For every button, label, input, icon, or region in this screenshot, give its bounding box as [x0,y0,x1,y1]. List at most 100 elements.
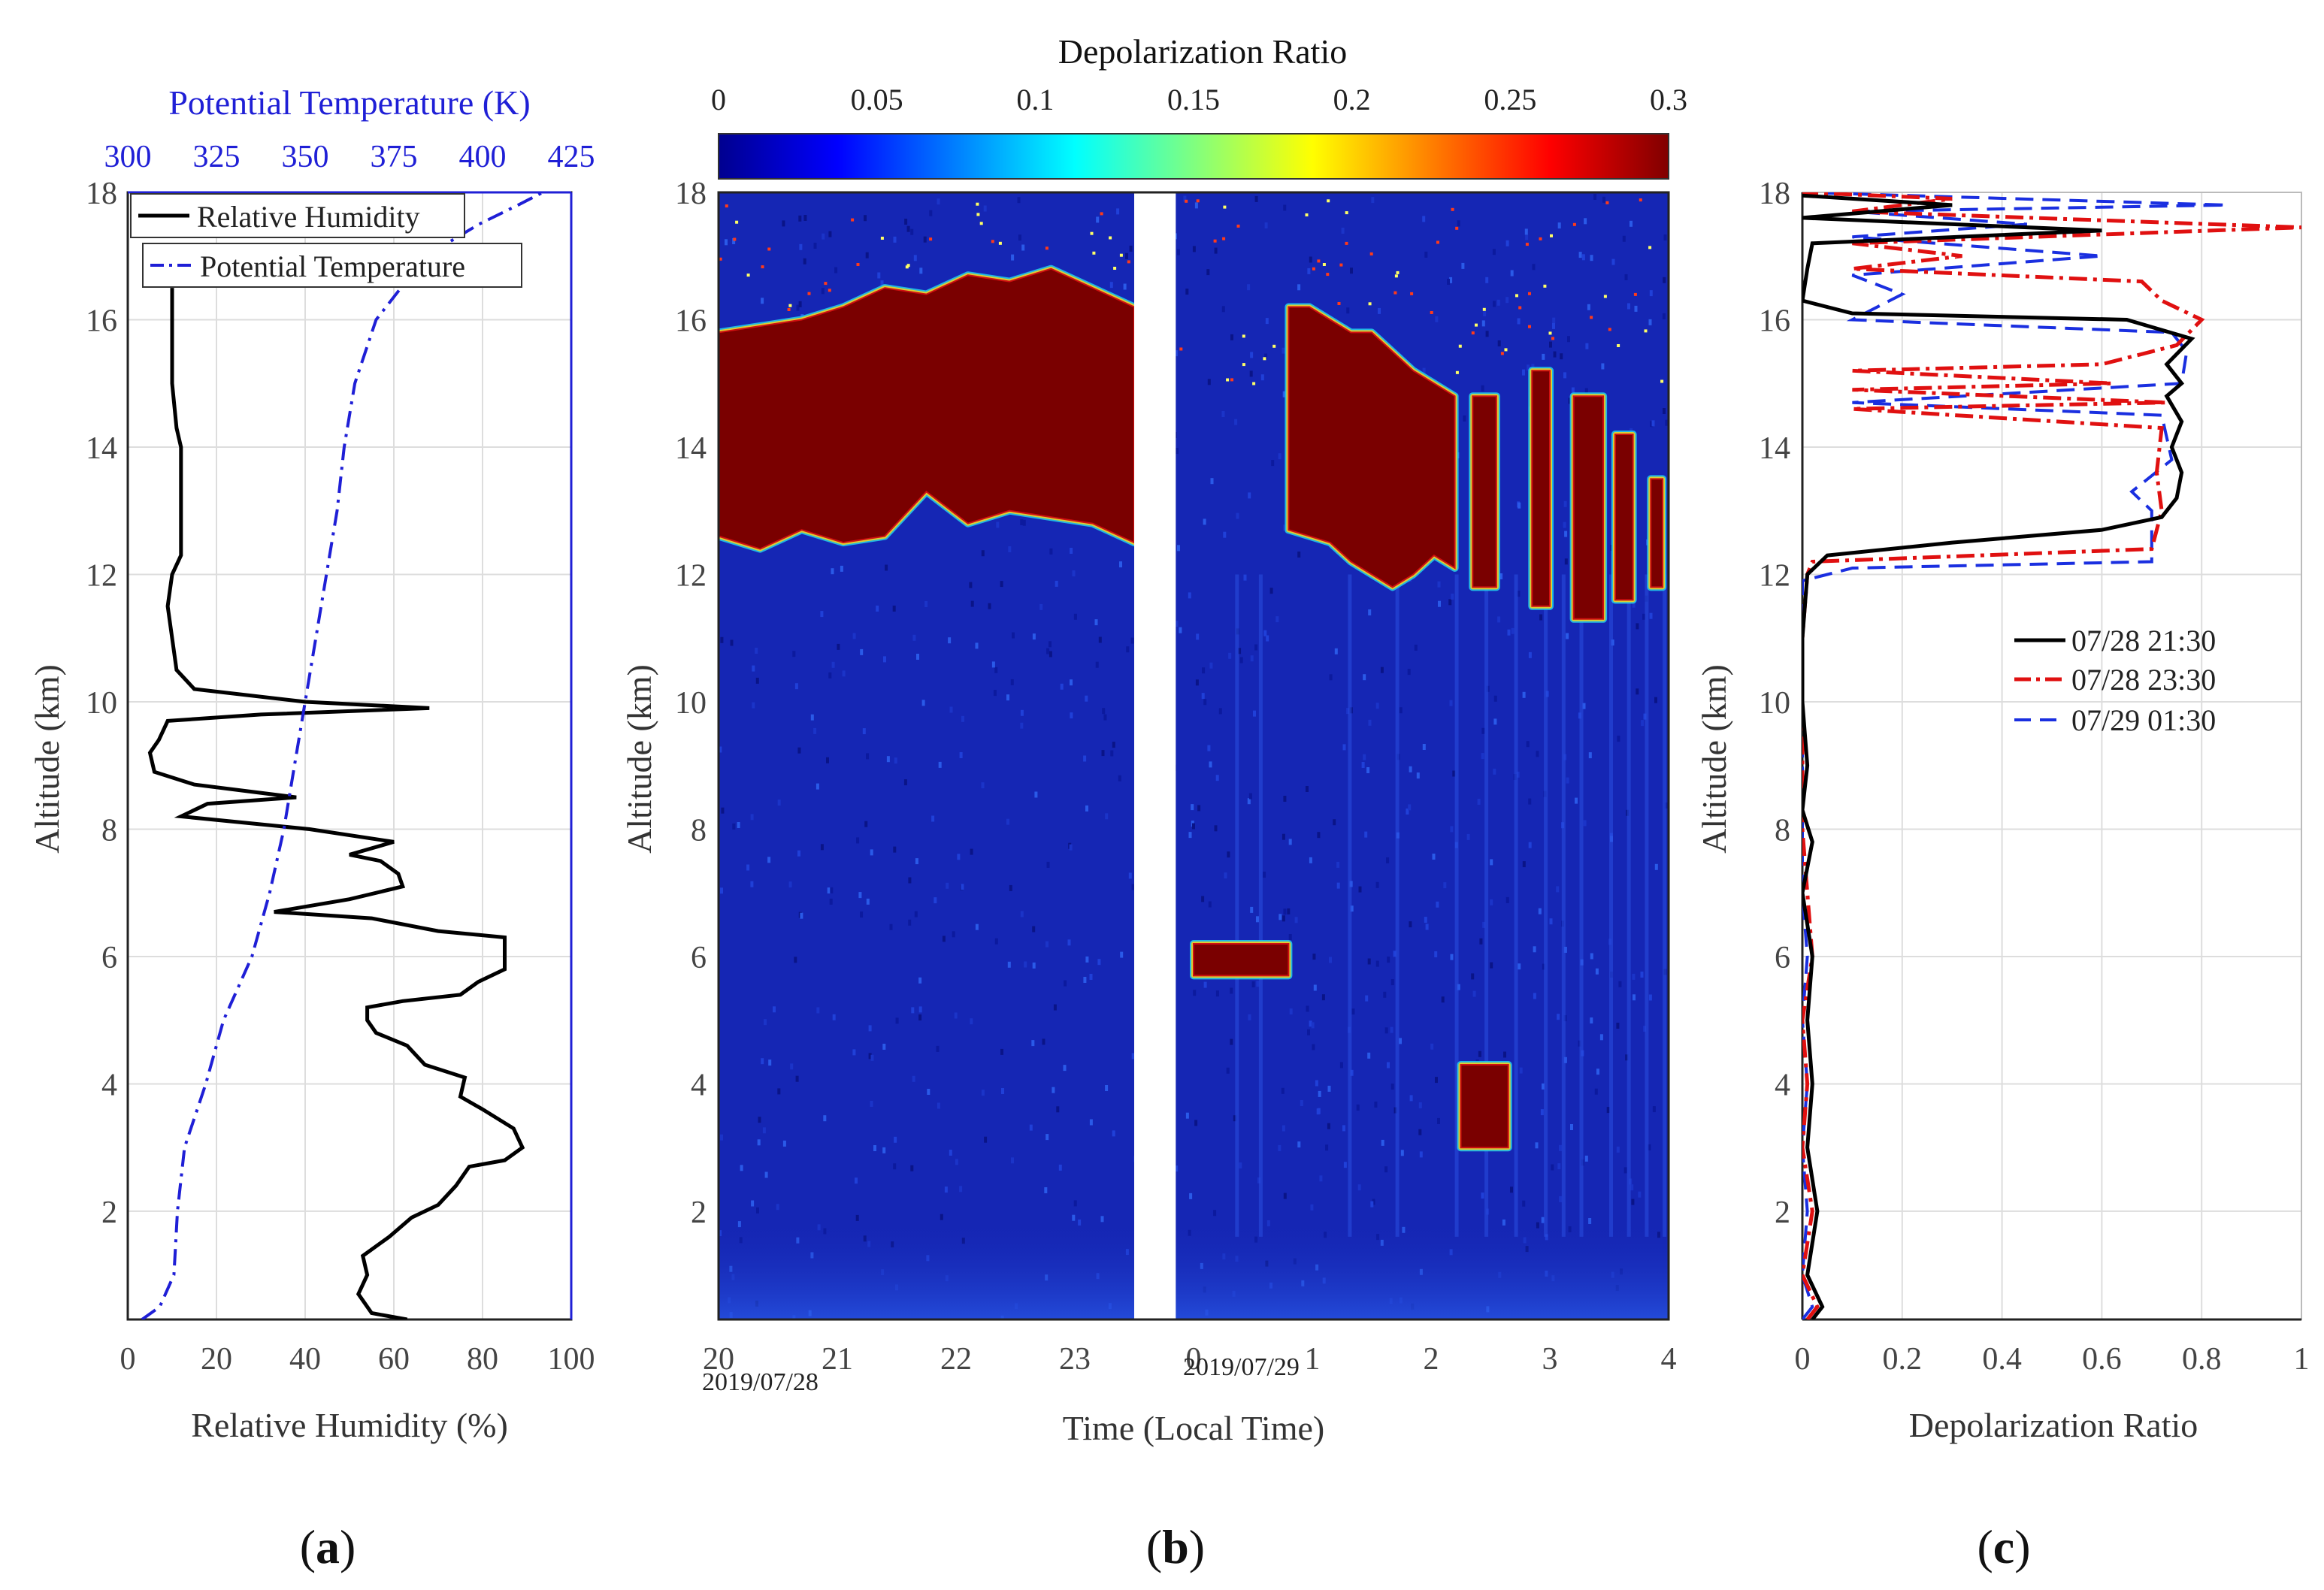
panel-b-y-ticks: 2 4 6 8 10 12 14 16 18 [675,177,707,1230]
y-tick-label: 2 [691,1196,707,1230]
noise-speck [737,822,740,828]
noise-speck [795,1075,799,1082]
noise-speck [782,1140,786,1147]
noise-speck [755,648,758,654]
noise-speck [1185,199,1188,203]
y-tick-label: 8 [101,813,117,848]
noise-speck [1018,234,1021,241]
noise-speck [1175,621,1179,627]
noise-speck [1073,613,1077,620]
panel-a-bottom-axis-title: Relative Humidity (%) [191,1406,508,1444]
noise-speck [921,700,925,706]
noise-speck [1575,797,1578,804]
noise-speck [1510,270,1514,277]
colorbar-tick-label: 0.05 [851,83,903,116]
noise-speck [1559,1144,1562,1151]
noise-speck [1209,761,1212,768]
noise-speck [1450,954,1454,960]
noise-speck [1416,772,1420,779]
noise-speck [834,267,838,274]
y-tick-label: 8 [691,813,707,848]
noise-speck [1192,823,1195,830]
x-tick-label: 20 [703,1342,734,1377]
noise-speck [1578,252,1582,258]
noise-speck [1390,1084,1394,1090]
noise-speck [828,231,832,237]
noise-speck [981,1090,985,1096]
noise-speck [1254,644,1258,651]
noise-speck [1511,627,1515,634]
noise-speck [852,1049,856,1056]
noise-speck [1483,310,1487,316]
noise-speck [1089,1119,1093,1126]
noise-speck [768,1059,772,1066]
noise-speck [1524,228,1528,235]
panel-a-top-ticks: 300 325 350 375 400 425 [104,140,595,174]
noise-speck [856,263,860,266]
noise-speck [860,648,864,655]
noise-speck [1090,231,1094,235]
noise-speck [821,288,825,295]
noise-speck [1640,972,1644,978]
noise-speck [1297,1141,1301,1148]
noise-speck [984,1136,988,1143]
noise-speck [1475,323,1478,327]
noise-speck [1633,292,1637,296]
noise-speck [1471,331,1475,335]
noise-speck [1563,500,1567,507]
noise-speck [1175,1165,1179,1172]
noise-speck [919,268,923,274]
noise-speck [1020,518,1024,525]
y-tick-label: 6 [1775,941,1790,975]
panel-b-y-axis-title: Altitude (km) [620,664,658,854]
noise-speck [905,265,909,269]
noise-speck [1096,216,1100,223]
noise-speck [893,846,897,853]
noise-speck [1309,1020,1312,1027]
noise-speck [873,1145,876,1151]
y-tick-label: 6 [691,941,707,975]
noise-speck [1507,629,1511,636]
y-tick-label: 16 [675,304,707,338]
noise-speck [1368,302,1372,306]
noise-speck [1317,259,1321,263]
noise-speck [1263,872,1266,878]
noise-speck [1596,1069,1599,1075]
noise-speck [1319,1175,1323,1182]
noise-speck [1207,745,1211,751]
noise-speck [1083,755,1087,762]
noise-speck [840,565,843,572]
noise-speck [1490,859,1493,866]
noise-speck [860,911,864,918]
x-tick-label: 3 [1542,1342,1558,1377]
noise-speck [970,600,974,607]
panel-c: 2 4 6 8 10 12 14 16 18 0 0.2 0.4 0.6 0.8 1 Depolariza… [1695,177,2310,1573]
noise-speck [894,757,897,764]
legend-box-theta [142,243,522,288]
noise-speck [1095,661,1099,668]
noise-speck [1384,1027,1388,1034]
noise-speck [1662,313,1666,319]
noise-speck [1493,695,1497,702]
noise-speck [1644,329,1648,333]
noise-speck [1634,305,1638,312]
noise-speck [904,219,908,225]
noise-speck [1131,884,1135,890]
noise-speck [1449,277,1453,283]
noise-speck [1552,322,1555,329]
noise-speck [1322,263,1326,266]
noise-speck [1350,1069,1354,1076]
noise-speck [761,265,764,269]
noise-speck [1648,994,1652,1001]
noise-speck [1000,581,1003,588]
x-tick-label: 40 [289,1342,321,1377]
noise-speck [1233,1115,1236,1122]
noise-speck [1584,388,1588,394]
noise-speck [1481,753,1484,760]
noise-speck [1551,337,1554,340]
noise-speck [1622,235,1626,242]
y-tick-label: 4 [691,1068,707,1102]
noise-speck [832,1014,836,1020]
noise-speck [912,634,916,641]
noise-speck [767,857,771,863]
